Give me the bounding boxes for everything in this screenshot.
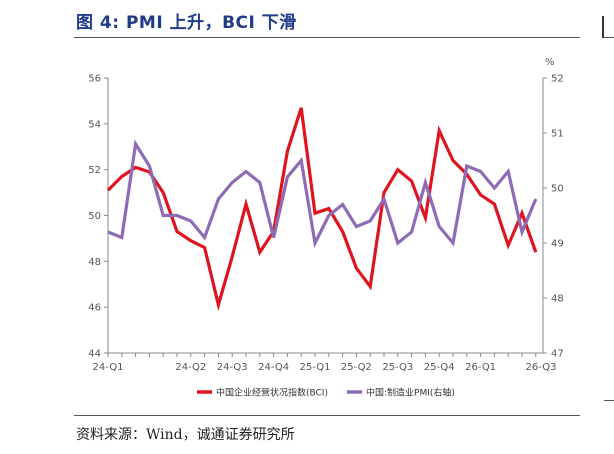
legend-label-bci: 中国企业经营状况指数(BCI) (216, 387, 328, 399)
chart-series (106, 107, 538, 312)
left-tick-label: 46 (88, 303, 101, 314)
right-tick-label: 50 (551, 184, 564, 195)
left-tick-label: 50 (88, 211, 101, 222)
right-axis-unit: % (545, 57, 555, 68)
right-tick-label: 49 (551, 239, 564, 250)
right-tick-label: 51 (551, 129, 564, 140)
figure-title: 图 4: PMI 上升，BCI 下滑 (76, 13, 297, 33)
x-tick-label: 24-Q2 (175, 362, 206, 373)
x-tick-label: 25-Q1 (300, 362, 331, 373)
adjacent-panel-rule-lower (604, 400, 614, 401)
x-tick-label: 24-Q1 (93, 362, 124, 373)
left-tick-label: 44 (88, 349, 101, 360)
x-tick-label: 25-Q3 (382, 362, 413, 373)
left-tick-label: 56 (88, 74, 101, 85)
right-tick-label: 48 (551, 294, 564, 305)
x-tick-label: 26-Q1 (465, 362, 496, 373)
adjacent-panel-edge (602, 16, 612, 38)
series-line-bci (106, 107, 538, 312)
x-tick-label: 24-Q4 (258, 362, 289, 373)
left-tick-label: 48 (88, 257, 101, 268)
source-divider (74, 415, 580, 416)
x-tick-label: 26-Q3 (526, 362, 557, 373)
adjacent-panel-rule (604, 37, 614, 38)
series-line-pmi (107, 139, 538, 249)
legend-label-pmi: 中国:制造业PMI(右轴) (366, 387, 455, 399)
chart-legend: 中国企业经营状况指数(BCI) 中国:制造业PMI(右轴) (197, 387, 455, 399)
source-note: 资料来源：Wind，诚通证券研究所 (76, 427, 295, 443)
title-divider (74, 37, 580, 38)
right-tick-label: 47 (551, 349, 564, 360)
chart-axes: 56 54 52 50 48 46 44 52 51 50 49 48 47% 24-Q1 24-Q2 24-… (88, 57, 563, 373)
x-tick-label: 25-Q4 (424, 362, 455, 373)
right-tick-label: 52 (551, 74, 564, 85)
left-tick-label: 54 (88, 119, 101, 130)
left-tick-label: 52 (88, 165, 101, 176)
x-tick-label: 25-Q2 (341, 362, 372, 373)
x-tick-label: 24-Q3 (217, 362, 248, 373)
